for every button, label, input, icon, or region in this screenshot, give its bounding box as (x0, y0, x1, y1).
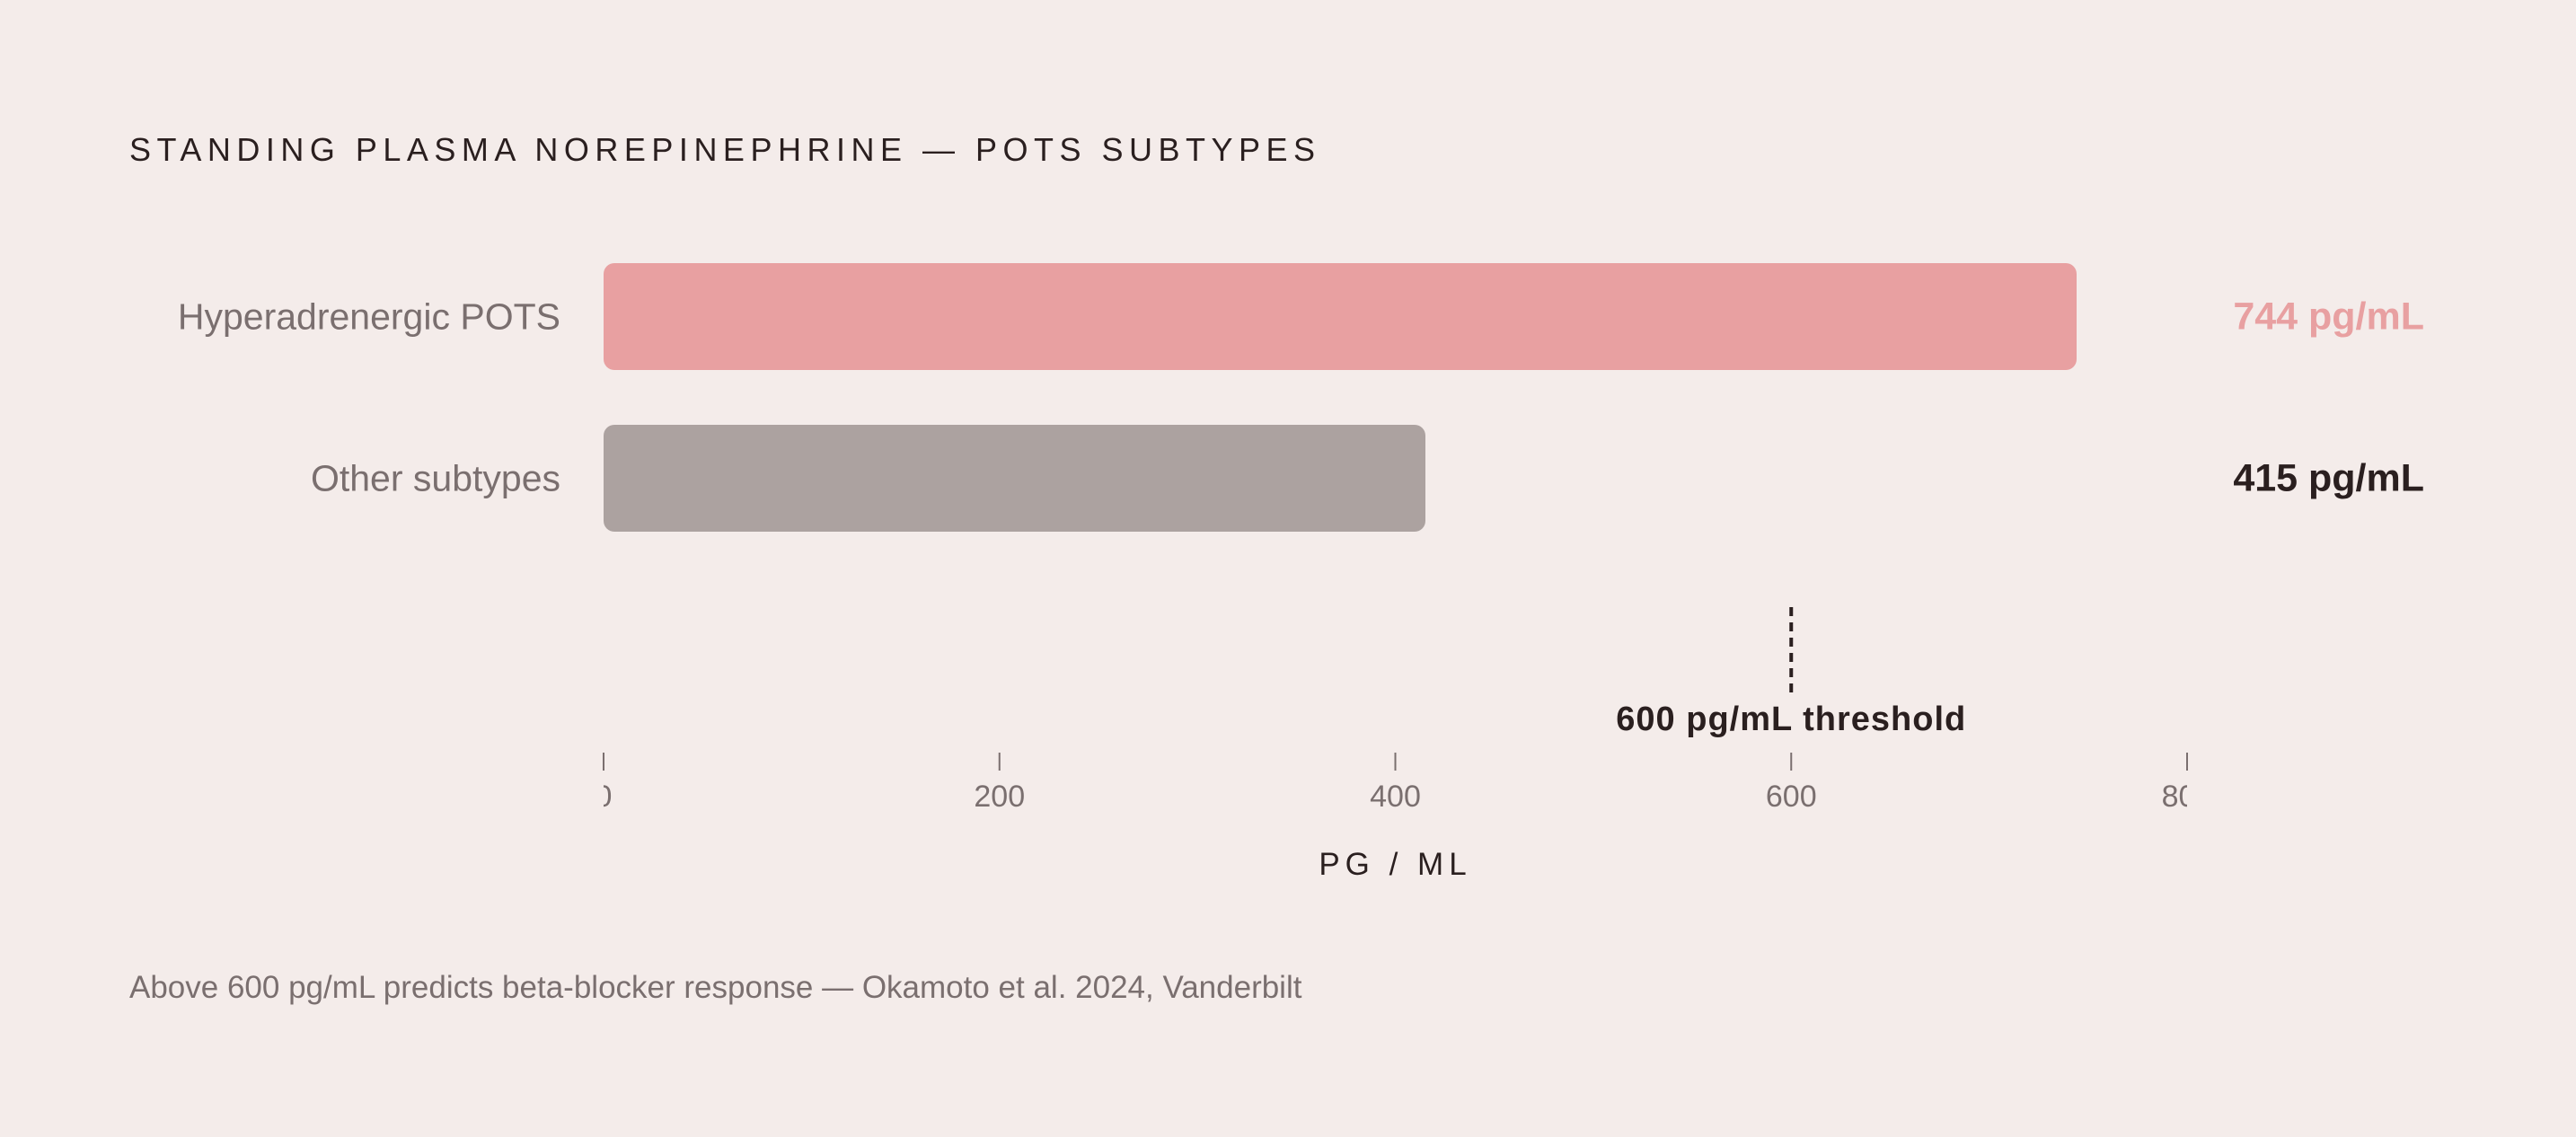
x-tick-label-400: 400 (1370, 780, 1421, 814)
x-tick-label-200: 200 (974, 780, 1025, 814)
x-tick-label-0: 0 (595, 780, 613, 814)
value-label-other-subtypes: 415 pg/mL (2233, 456, 2424, 499)
x-tick-label-800: 800 (2162, 780, 2213, 814)
category-label-other-subtypes: Other subtypes (310, 457, 560, 498)
x-tick-label-600: 600 (1766, 780, 1817, 814)
category-label-hyperadrenergic-pots: Hyperadrenergic POTS (177, 295, 560, 337)
bar-hyperadrenergic-pots (604, 263, 2077, 370)
value-label-hyperadrenergic-pots: 744 pg/mL (2233, 295, 2424, 338)
bar-other-subtypes (604, 425, 1425, 532)
footnote: Above 600 pg/mL predicts beta-blocker re… (129, 970, 1302, 1005)
threshold-label: 600 pg/mL threshold (1616, 701, 1966, 738)
chart-title: STANDING PLASMA NOREPINEPHRINE — POTS SU… (129, 131, 1321, 168)
x-axis-label: PG / ML (1319, 847, 1471, 882)
